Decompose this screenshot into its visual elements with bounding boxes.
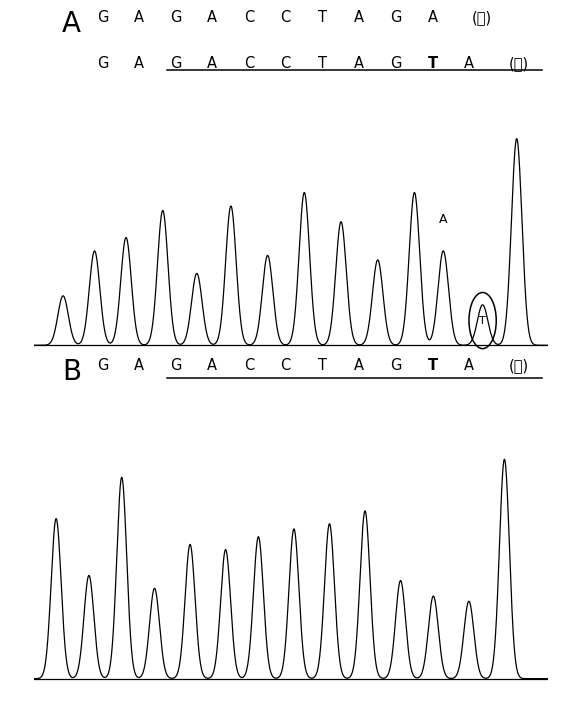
Text: A: A [354, 358, 364, 373]
Text: A: A [464, 56, 474, 71]
Text: G: G [96, 358, 108, 373]
Text: C: C [244, 358, 254, 373]
Text: (突): (突) [508, 56, 528, 71]
Text: A: A [207, 358, 218, 373]
Text: A: A [134, 11, 144, 25]
Text: A: A [134, 358, 144, 373]
Text: A: A [207, 56, 218, 71]
Text: B: B [62, 358, 81, 386]
Text: C: C [280, 56, 291, 71]
Text: (野): (野) [472, 11, 492, 25]
Text: A: A [354, 56, 364, 71]
Text: (突): (突) [508, 358, 528, 373]
Text: A: A [439, 213, 448, 226]
Text: T: T [479, 315, 486, 325]
Text: C: C [280, 11, 291, 25]
Text: T: T [318, 358, 327, 373]
Text: G: G [390, 11, 401, 25]
Text: T: T [427, 56, 437, 71]
Text: T: T [318, 11, 327, 25]
Text: G: G [96, 11, 108, 25]
Text: A: A [62, 11, 81, 38]
Text: A: A [207, 11, 218, 25]
Text: G: G [170, 358, 182, 373]
Text: A: A [134, 56, 144, 71]
Text: A: A [464, 358, 474, 373]
Text: A: A [428, 11, 437, 25]
Text: T: T [318, 56, 327, 71]
Text: G: G [390, 358, 401, 373]
Text: G: G [170, 11, 182, 25]
Text: G: G [96, 56, 108, 71]
Text: T: T [427, 358, 437, 373]
Text: G: G [390, 56, 401, 71]
Text: C: C [280, 358, 291, 373]
Text: G: G [170, 56, 182, 71]
Text: C: C [244, 11, 254, 25]
Text: C: C [244, 56, 254, 71]
Text: A: A [354, 11, 364, 25]
